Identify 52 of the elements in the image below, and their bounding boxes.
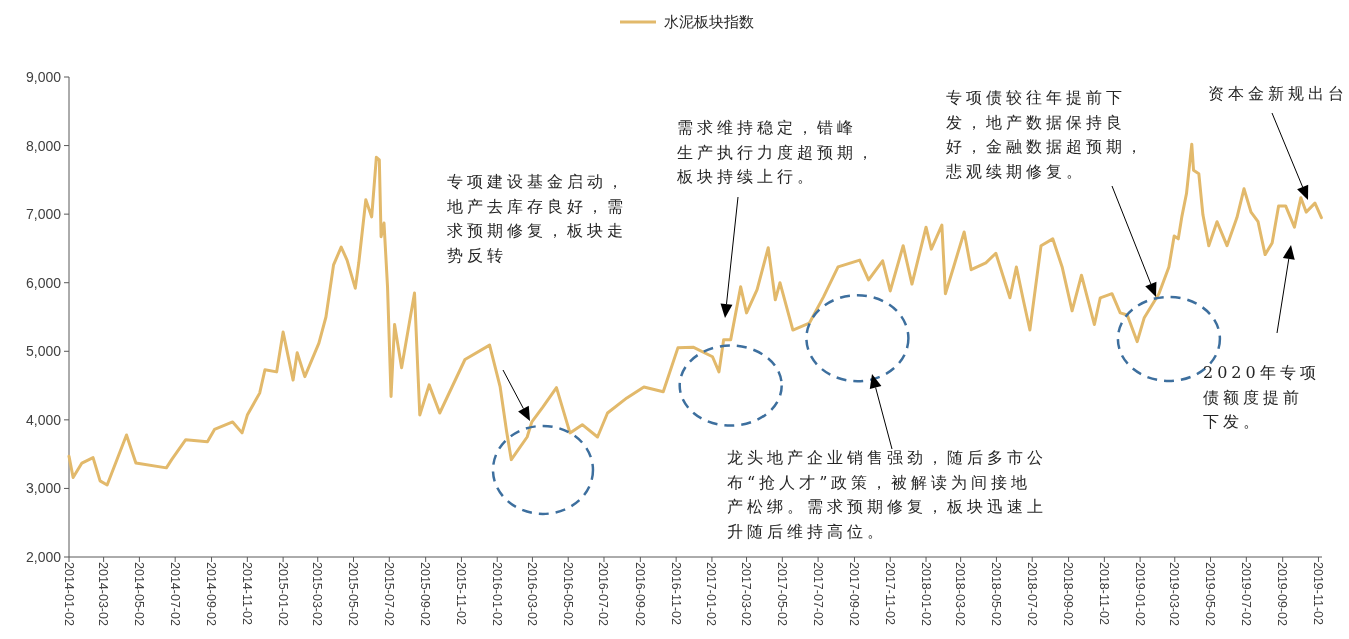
x-tick-label: 2015-05-02 bbox=[346, 562, 361, 626]
x-tick-label: 2017-03-02 bbox=[739, 562, 754, 626]
x-tick-label: 2016-07-02 bbox=[596, 562, 611, 626]
x-tick-label: 2018-07-02 bbox=[1024, 562, 1039, 626]
x-tick-label: 2014-05-02 bbox=[131, 562, 146, 626]
annotation: 2020年专项债额度提前下发。 bbox=[1203, 363, 1320, 431]
annotation: 资本金新规出台 bbox=[1208, 84, 1348, 103]
y-tick-label: 7,000 bbox=[25, 206, 62, 223]
x-tick-label: 2019-01-02 bbox=[1132, 562, 1147, 626]
y-tick-label: 3,000 bbox=[25, 480, 62, 497]
x-tick-label: 2014-01-02 bbox=[61, 562, 76, 626]
x-tick-label: 2014-03-02 bbox=[96, 562, 111, 626]
x-tick-label: 2018-03-02 bbox=[953, 562, 968, 626]
x-tick-label: 2016-09-02 bbox=[632, 562, 647, 626]
x-tick-label: 2016-03-02 bbox=[524, 562, 539, 626]
x-tick-label: 2018-11-02 bbox=[1096, 562, 1111, 626]
annotation: 专项建设基金启动，地产去库存良好，需求预期修复，板块走势反转 bbox=[446, 172, 627, 265]
y-tick-label: 2,000 bbox=[25, 549, 62, 565]
x-tick-label: 2017-07-02 bbox=[810, 562, 825, 626]
legend-label: 水泥板块指数 bbox=[664, 13, 754, 31]
x-tick-label: 2015-07-02 bbox=[381, 562, 396, 626]
y-tick-label: 9,000 bbox=[25, 69, 62, 85]
x-tick-label: 2014-11-02 bbox=[239, 562, 254, 626]
x-tick-label: 2017-09-02 bbox=[846, 562, 861, 626]
x-tick-label: 2019-07-02 bbox=[1238, 562, 1253, 626]
x-tick-label: 2016-05-02 bbox=[560, 562, 575, 626]
x-tick-label: 2014-07-02 bbox=[167, 562, 182, 626]
x-tick-label: 2018-01-02 bbox=[918, 562, 933, 626]
x-tick-label: 2015-03-02 bbox=[310, 562, 325, 626]
x-tick-label: 2016-01-02 bbox=[489, 562, 504, 626]
x-tick-label: 2017-01-02 bbox=[704, 562, 719, 626]
y-tick-label: 4,000 bbox=[25, 411, 62, 428]
x-tick-label: 2019-05-02 bbox=[1203, 562, 1218, 626]
x-tick-label: 2015-09-02 bbox=[418, 562, 433, 626]
annotation: 需求维持稳定，错峰生产执行力度超预期，板块持续上行。 bbox=[676, 118, 877, 186]
x-tick-label: 2014-09-02 bbox=[204, 562, 219, 626]
annotation: 龙头地产企业销售强劲，随后多市公布“抢人才”政策，被解读为间接地产松绑。需求预期修复，板块迅速上升随后维持高位。 bbox=[727, 448, 1047, 541]
x-tick-label: 2015-01-02 bbox=[275, 562, 290, 626]
y-tick-label: 5,000 bbox=[25, 343, 62, 360]
x-tick-label: 2018-09-02 bbox=[1061, 562, 1076, 626]
x-tick-label: 2018-05-02 bbox=[988, 562, 1003, 626]
y-tick-label: 8,000 bbox=[25, 137, 62, 154]
x-tick-label: 2017-05-02 bbox=[774, 562, 789, 626]
x-tick-label: 2016-11-02 bbox=[668, 562, 683, 626]
legend: 水泥板块指数 bbox=[620, 13, 754, 31]
y-tick-label: 6,000 bbox=[25, 274, 62, 291]
x-tick-label: 2015-11-02 bbox=[453, 562, 468, 626]
x-tick-label: 2017-11-02 bbox=[882, 562, 897, 626]
annotation: 专项债较往年提前下发，地产数据保持良好，金融数据超预期，悲观续期修复。 bbox=[945, 88, 1146, 181]
x-tick-label: 2019-09-02 bbox=[1275, 562, 1290, 626]
x-tick-label: 2019-11-02 bbox=[1310, 562, 1325, 626]
x-tick-label: 2019-03-02 bbox=[1167, 562, 1182, 626]
